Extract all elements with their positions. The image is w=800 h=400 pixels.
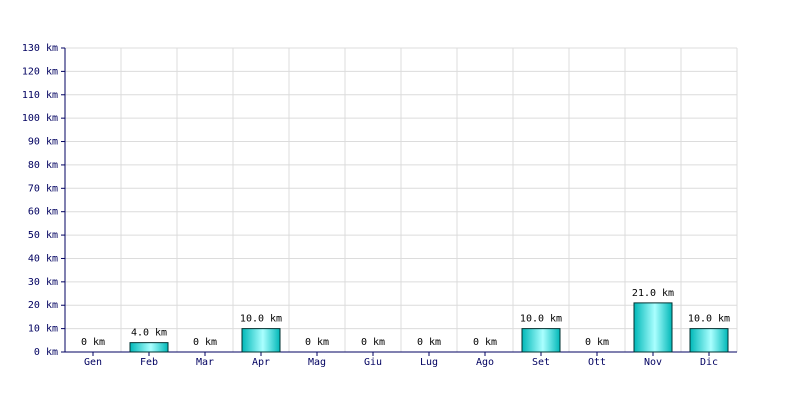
bar [129, 342, 169, 353]
y-tick-label: 100 km [22, 113, 58, 124]
bar [633, 302, 673, 353]
x-tick-label: Nov [644, 357, 662, 368]
x-tick-label: Mar [196, 357, 214, 368]
x-tick-label: Set [532, 357, 550, 368]
data-label: 10.0 km [688, 314, 730, 325]
y-tick-label: 120 km [22, 66, 58, 77]
y-tick-label: 0 km [34, 347, 58, 358]
bar [689, 328, 729, 353]
x-tick-label: Ago [476, 357, 494, 368]
x-tick-label: Ott [588, 357, 606, 368]
data-label: 0 km [305, 337, 329, 348]
y-tick-label: 40 km [28, 253, 58, 264]
x-tick-label: Mag [308, 357, 326, 368]
data-label: 0 km [193, 337, 217, 348]
y-tick-label: 30 km [28, 277, 58, 288]
bar [521, 328, 561, 353]
y-tick-label: 130 km [22, 43, 58, 54]
y-tick-label: 70 km [28, 183, 58, 194]
x-tick-label: Giu [364, 357, 382, 368]
x-tick-label: Dic [700, 357, 718, 368]
x-tick-label: Feb [140, 357, 158, 368]
x-tick-label: Apr [252, 357, 270, 368]
data-label: 0 km [417, 337, 441, 348]
y-tick-label: 90 km [28, 137, 58, 148]
y-tick-label: 60 km [28, 207, 58, 218]
data-label: 0 km [473, 337, 497, 348]
data-label: 0 km [361, 337, 385, 348]
y-tick-label: 110 km [22, 90, 58, 101]
x-tick-label: Lug [420, 357, 438, 368]
data-label: 0 km [585, 337, 609, 348]
y-tick-label: 10 km [28, 324, 58, 335]
y-tick-label: 80 km [28, 160, 58, 171]
data-label: 10.0 km [520, 314, 562, 325]
data-label: 0 km [81, 337, 105, 348]
data-label: 4.0 km [131, 328, 167, 339]
x-tick-label: Gen [84, 357, 102, 368]
data-label: 21.0 km [632, 288, 674, 299]
y-tick-label: 20 km [28, 300, 58, 311]
data-label: 10.0 km [240, 314, 282, 325]
y-tick-label: 50 km [28, 230, 58, 241]
bar [241, 328, 281, 353]
